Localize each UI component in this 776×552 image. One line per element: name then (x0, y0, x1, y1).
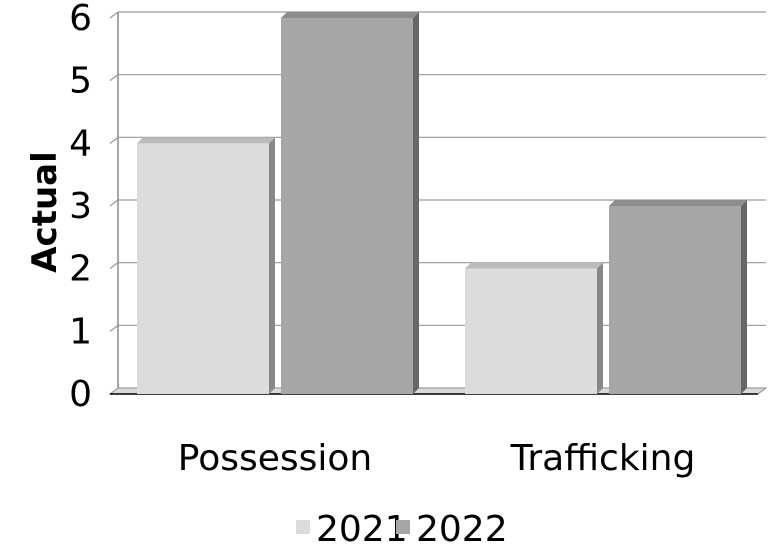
legend-item-2021: 2021 (296, 509, 408, 550)
bar-top (281, 12, 419, 18)
bar-trafficking-2022 (609, 200, 747, 394)
legend: 2021 2022 (296, 509, 508, 550)
y-tick-label: 0 (69, 374, 92, 415)
legend-swatch (296, 520, 310, 534)
bar-side (597, 262, 603, 394)
bar-top (137, 137, 275, 144)
legend-swatch (396, 520, 410, 534)
y-tick-labels: 0 1 2 3 4 5 6 (69, 0, 92, 415)
y-tick-label: 6 (69, 0, 92, 39)
bar-front (609, 206, 741, 394)
gridline-depth (109, 136, 119, 144)
bar-side (741, 200, 747, 394)
bars (137, 12, 747, 395)
gridline-depth (109, 11, 119, 19)
y-tick-label: 1 (69, 311, 92, 352)
y-tick-label: 3 (69, 186, 92, 227)
y-tick-label: 5 (69, 61, 92, 102)
gridline-depth (109, 199, 119, 207)
x-category-label: Possession (178, 438, 372, 479)
gridline-depth (109, 324, 119, 332)
x-category-label: Trafficking (510, 438, 696, 479)
bar-top (465, 262, 603, 269)
bar-front (281, 18, 413, 394)
bar-side (413, 12, 419, 394)
bar-trafficking-2021 (465, 262, 603, 394)
y-tick-label: 2 (69, 249, 92, 290)
legend-label: 2021 (316, 509, 408, 550)
bar-side (269, 137, 275, 395)
gridline-depth (109, 74, 119, 82)
bar-top (609, 200, 747, 206)
category-labels: Possession Trafficking (178, 438, 696, 479)
gridline-depth (109, 262, 119, 270)
bar-front (465, 268, 597, 394)
legend-item-2022: 2022 (396, 509, 508, 550)
bar-possession-2022 (281, 12, 419, 394)
y-tick-label: 4 (69, 123, 92, 164)
bar-possession-2021 (137, 137, 275, 395)
bar-front (137, 143, 269, 394)
y-axis-title: Actual (25, 151, 65, 273)
legend-label: 2022 (416, 509, 508, 550)
